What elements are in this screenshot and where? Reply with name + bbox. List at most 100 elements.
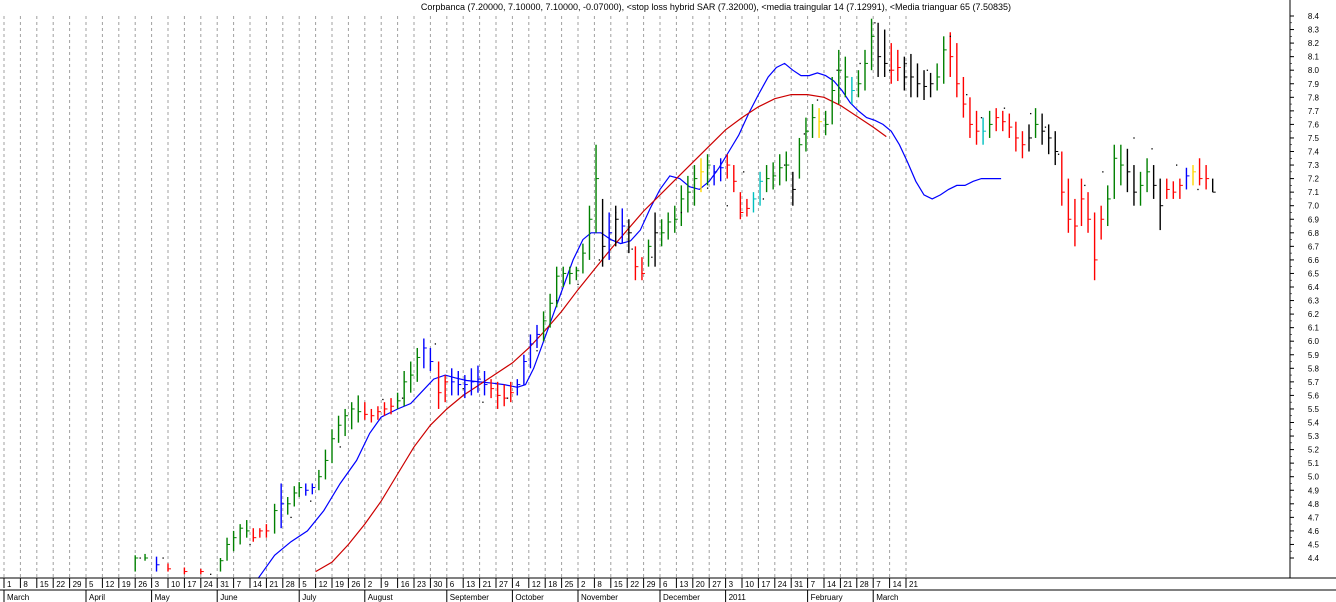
y-tick-label: 4.6 xyxy=(1308,527,1320,536)
sar-dot xyxy=(889,69,891,71)
x-tick-label: 12 xyxy=(105,580,114,589)
price-bar xyxy=(831,76,836,125)
sar-dot xyxy=(290,516,292,519)
price-bar xyxy=(1054,131,1059,166)
sar-dot xyxy=(680,211,683,214)
price-bar xyxy=(429,347,434,372)
x-tick-label: 8 xyxy=(23,580,28,589)
price-bar xyxy=(674,205,678,233)
x-tick-label: 13 xyxy=(466,580,475,589)
y-tick-label: 7.2 xyxy=(1308,175,1320,184)
price-bar xyxy=(877,22,882,77)
price-bar xyxy=(403,371,408,407)
price-bar xyxy=(700,158,704,193)
sar-dot xyxy=(249,543,251,546)
price-bar xyxy=(824,110,829,136)
sar-dot xyxy=(536,350,538,352)
month-label: May xyxy=(155,593,170,602)
price-bar xyxy=(423,338,427,369)
price-bar xyxy=(870,18,875,71)
x-tick-label: 14 xyxy=(893,580,902,589)
price-bar xyxy=(183,567,188,575)
price-bars xyxy=(134,18,1216,575)
x-tick-label: 22 xyxy=(630,580,639,589)
sar-dot xyxy=(556,299,558,302)
month-label: March xyxy=(7,593,29,602)
price-bar xyxy=(377,406,381,420)
sar-dot xyxy=(462,388,464,390)
price-bar xyxy=(1120,144,1124,186)
price-bar xyxy=(1166,178,1170,199)
x-tick-label: 21 xyxy=(909,580,918,589)
price-bar xyxy=(252,528,257,542)
x-tick-label: 7 xyxy=(876,580,881,589)
y-tick-label: 5.5 xyxy=(1308,405,1320,414)
sar-dot xyxy=(784,164,786,166)
price-bar xyxy=(943,36,947,84)
month-label: July xyxy=(302,593,316,602)
sar-dot xyxy=(949,35,951,38)
x-tick-label: 12 xyxy=(532,580,541,589)
price-bar xyxy=(949,32,954,77)
price-bar xyxy=(1185,167,1190,190)
x-tick-label: 15 xyxy=(614,580,623,589)
y-tick-label: 4.5 xyxy=(1308,540,1320,549)
price-bar xyxy=(536,324,540,348)
price-bar xyxy=(595,144,600,233)
sar-dot xyxy=(310,500,312,502)
x-tick-label: 2 xyxy=(581,580,586,589)
y-tick-label: 4.4 xyxy=(1308,554,1320,563)
price-bar xyxy=(588,205,593,260)
price-bar xyxy=(477,365,481,393)
month-label: December xyxy=(663,593,700,602)
x-tick-label: 1 xyxy=(7,580,12,589)
sar-dot xyxy=(506,397,509,399)
x-tick-label: 3 xyxy=(729,580,734,589)
price-bar xyxy=(305,483,309,496)
price-bar xyxy=(1179,178,1183,199)
price-bar xyxy=(693,165,698,206)
x-tick-label: 13 xyxy=(679,580,688,589)
price-bar xyxy=(628,219,632,254)
price-bar xyxy=(739,192,744,220)
x-tick-label: 21 xyxy=(483,580,492,589)
price-bar xyxy=(331,429,335,464)
month-label: 2011 xyxy=(729,593,747,602)
moving-average-line-1 xyxy=(257,62,1002,579)
price-bar xyxy=(582,243,586,274)
month-label: November xyxy=(581,593,618,602)
price-bar xyxy=(1139,171,1144,206)
sar-dot xyxy=(926,69,929,71)
price-bar xyxy=(811,104,816,138)
y-tick-label: 7.0 xyxy=(1308,202,1320,211)
price-bar xyxy=(464,375,468,399)
sar-dot xyxy=(743,171,745,173)
x-tick-label: 15 xyxy=(40,580,49,589)
price-bar xyxy=(719,158,724,182)
price-bar xyxy=(608,212,613,260)
sar-dot xyxy=(162,557,164,559)
month-label: August xyxy=(368,593,394,602)
sar-dot xyxy=(1151,148,1153,150)
y-tick-label: 6.0 xyxy=(1308,337,1320,346)
price-bar xyxy=(805,117,809,152)
y-tick-label: 8.3 xyxy=(1308,26,1320,35)
price-bar xyxy=(936,63,941,91)
price-bar xyxy=(916,63,921,98)
price-bar xyxy=(759,171,764,206)
y-tick-label: 8.0 xyxy=(1308,66,1320,75)
price-bar xyxy=(562,266,567,287)
price-bar xyxy=(451,368,455,396)
price-bar xyxy=(1152,165,1157,199)
sar-dot xyxy=(706,187,709,189)
price-bar xyxy=(844,56,849,98)
price-bar xyxy=(733,165,737,193)
price-bar xyxy=(857,70,862,98)
sar-dot xyxy=(434,343,437,345)
price-bar xyxy=(1034,108,1039,138)
price-bar xyxy=(503,384,508,407)
price-bar xyxy=(370,408,375,423)
price-bar xyxy=(483,371,488,396)
sar-dot xyxy=(1044,126,1047,128)
